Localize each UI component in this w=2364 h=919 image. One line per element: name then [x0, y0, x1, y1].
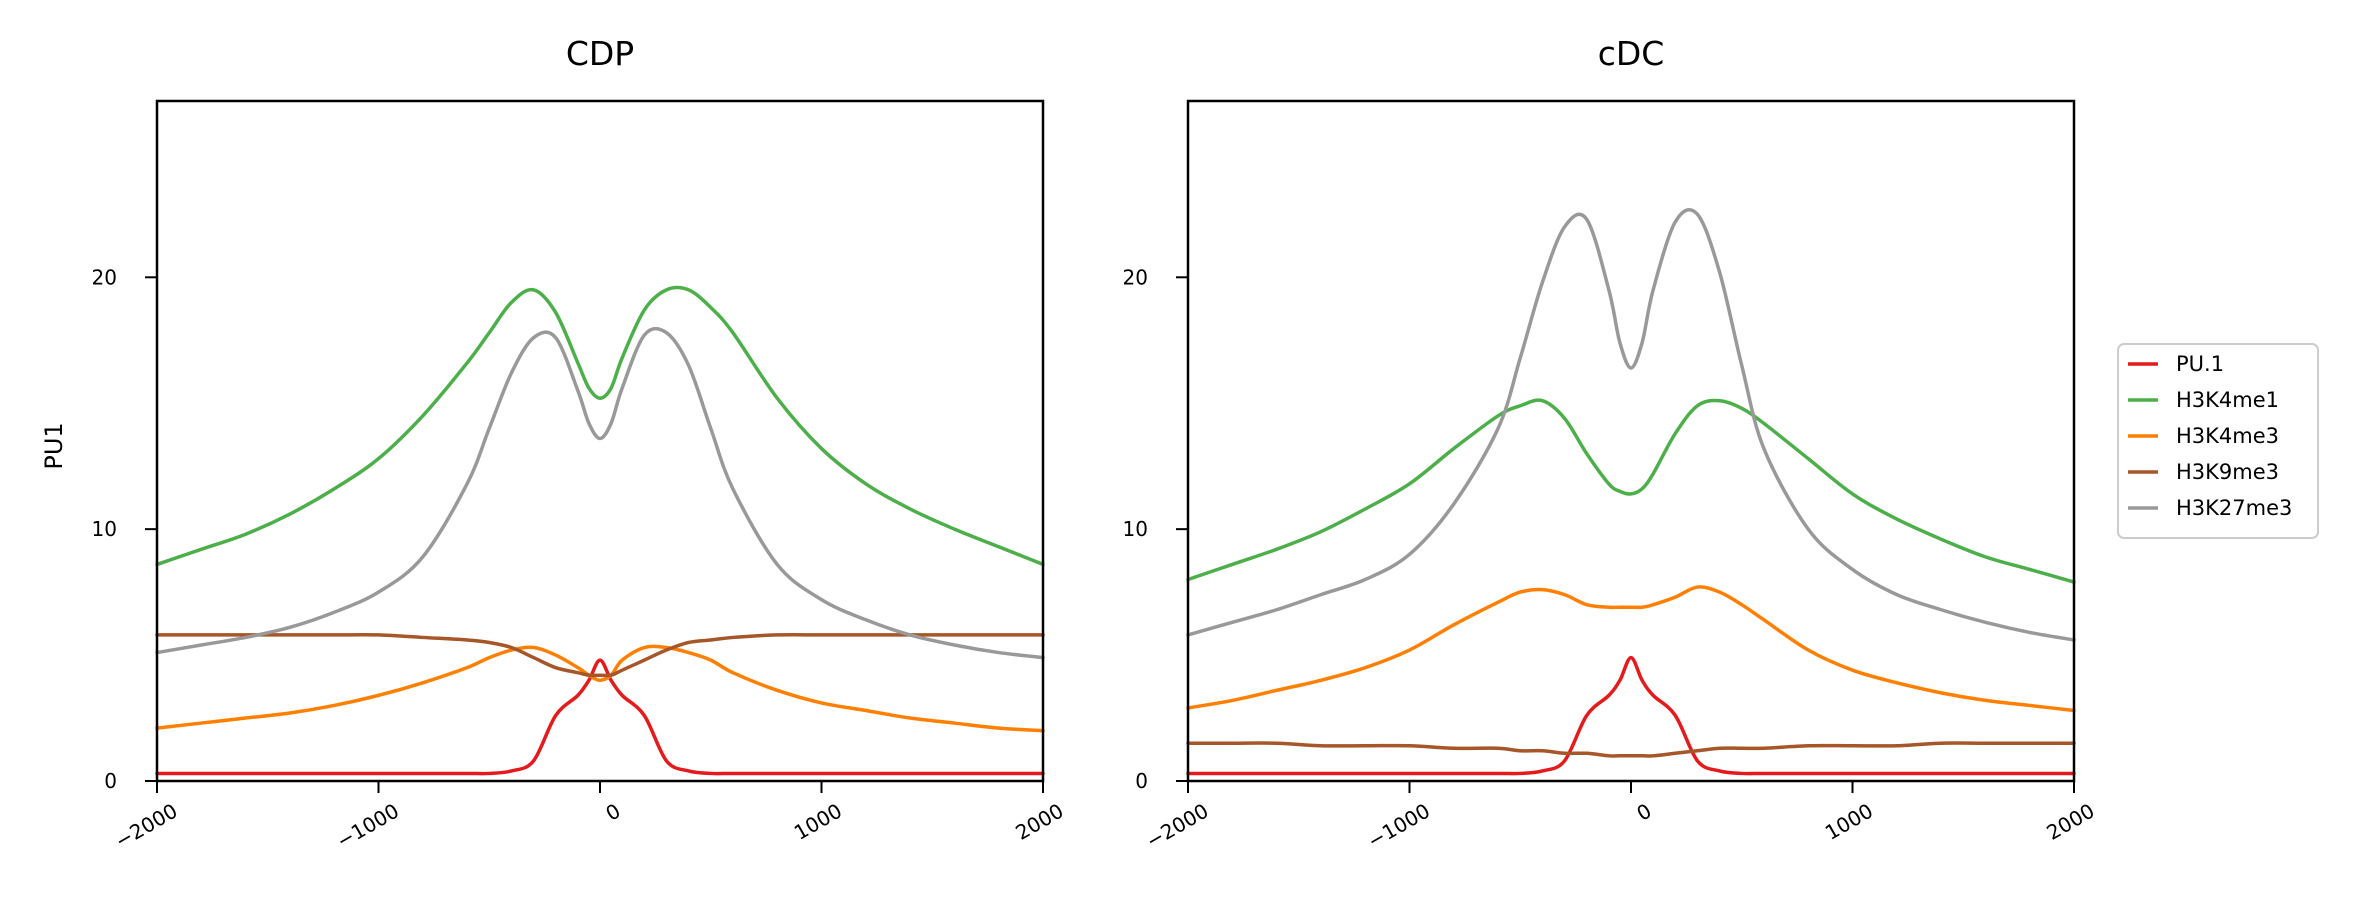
x-tick-label: −2000 [111, 799, 182, 854]
x-tick-label: 1000 [1821, 799, 1877, 845]
x-tick-label: −1000 [332, 799, 403, 854]
x-tick-label: 2000 [1011, 799, 1067, 845]
plot-area-cdc [1186, 207, 2076, 776]
series-line-h3k4me3 [1186, 585, 2076, 713]
series-line-pu1 [1186, 655, 2076, 776]
series-line-h3k4me1 [155, 285, 1045, 567]
legend-entry: H3K4me1 [2128, 388, 2279, 412]
x-tick-label: 2000 [2042, 799, 2098, 845]
y-tick-label: 10 [1123, 517, 1148, 541]
series-line-h3k27me3 [1186, 207, 2076, 642]
legend-entry: H3K4me3 [2128, 424, 2279, 448]
series-line-pu1 [155, 658, 1045, 776]
y-tick-label: 20 [1123, 265, 1148, 289]
plot-area-cdp [155, 285, 1045, 776]
y-tick-label: 20 [92, 265, 117, 289]
panel-title-cdp: CDP [566, 34, 634, 73]
x-tick-label: 0 [601, 799, 624, 826]
y-tick-label: 0 [1135, 769, 1148, 793]
legend-box [2117, 343, 2319, 539]
x-tick-label: 1000 [790, 799, 846, 845]
y-tick-label: 0 [104, 769, 117, 793]
legend-entry: H3K27me3 [2128, 496, 2292, 520]
series-line-h3k4me3 [155, 644, 1045, 733]
x-tick-label: −1000 [1363, 799, 1434, 854]
y-axis-label: PU1 [40, 422, 68, 469]
legend-label: H3K27me3 [2176, 496, 2292, 520]
series-line-h3k9me3 [155, 632, 1045, 678]
ticks-cdc: −2000 −1000 0 1000 2000 0 10 20 [1123, 265, 2099, 853]
series-line-h3k9me3 [1186, 741, 2076, 758]
y-tick-label: 10 [92, 517, 117, 541]
legend-entry: H3K9me3 [2128, 460, 2279, 484]
panel-title-cdc: cDC [1598, 34, 1665, 73]
ticks-cdp: −2000 −1000 0 1000 2000 0 10 20 [92, 265, 1068, 853]
legend-label: H3K9me3 [2176, 460, 2279, 484]
legend-entry: PU.1 [2128, 352, 2224, 376]
series-line-h3k4me1 [1186, 398, 2076, 584]
series-line-h3k27me3 [155, 326, 1045, 660]
legend-label: PU.1 [2176, 352, 2224, 376]
x-tick-label: −2000 [1142, 799, 1213, 854]
legend: PU.1 H3K4me1 H3K4me3 H3K9me3 H3K27me3 [2117, 343, 2319, 539]
legend-label: H3K4me1 [2176, 388, 2279, 412]
panel-cdc: cDC −2000 −1000 0 1000 2000 0 10 20 [1123, 34, 2099, 853]
legend-label: H3K4me3 [2176, 424, 2279, 448]
x-tick-label: 0 [1632, 799, 1655, 826]
panel-cdp: CDP PU1 −2000 −1000 0 1000 2000 0 10 20 [40, 34, 1068, 853]
